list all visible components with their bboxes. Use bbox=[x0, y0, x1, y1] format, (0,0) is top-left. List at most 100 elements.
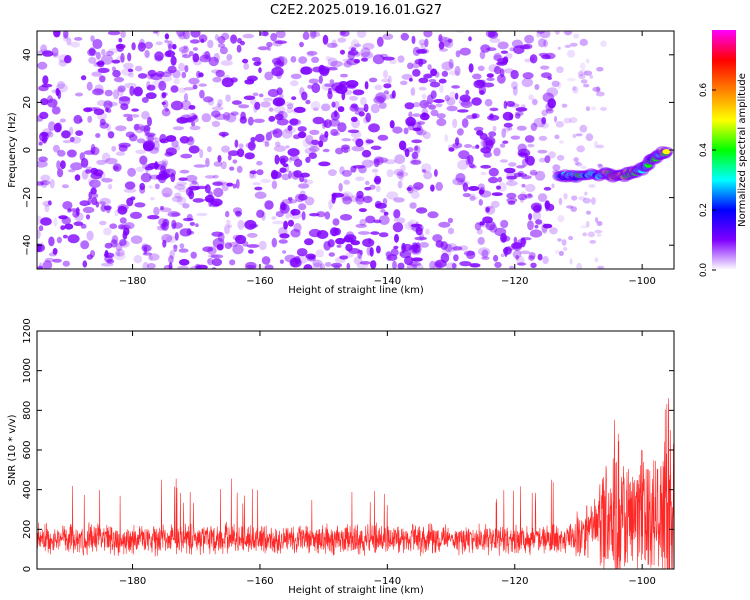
noise-cell bbox=[161, 233, 173, 243]
noise-cell bbox=[310, 31, 321, 38]
noise-cell bbox=[386, 191, 399, 200]
noise-cell bbox=[273, 145, 287, 152]
noise-cell bbox=[47, 200, 52, 206]
noise-cell bbox=[217, 43, 226, 48]
noise-cell bbox=[99, 220, 107, 226]
noise-cell bbox=[115, 151, 126, 156]
y-tick-label: 1000 bbox=[22, 358, 33, 383]
noise-cell bbox=[67, 234, 80, 244]
noise-cell bbox=[204, 175, 216, 179]
noise-cell bbox=[503, 68, 515, 74]
noise-cell bbox=[558, 197, 563, 206]
noise-cell bbox=[358, 111, 365, 117]
noise-cell bbox=[438, 34, 443, 43]
noise-cell bbox=[479, 221, 485, 226]
noise-cell bbox=[374, 200, 382, 208]
noise-cell bbox=[497, 176, 503, 183]
noise-cell bbox=[140, 172, 152, 183]
noise-cell bbox=[343, 149, 349, 154]
noise-cell bbox=[352, 89, 365, 96]
noise-cell bbox=[513, 45, 525, 55]
noise-cell bbox=[527, 143, 535, 148]
noise-cell bbox=[104, 242, 113, 249]
y-tick-label: 20 bbox=[22, 96, 33, 109]
noise-cell bbox=[492, 125, 497, 132]
noise-cell bbox=[206, 258, 211, 264]
noise-cell bbox=[254, 101, 261, 110]
x-tick-label: −140 bbox=[374, 576, 401, 587]
noise-cell bbox=[407, 184, 414, 194]
noise-cell bbox=[351, 145, 365, 152]
noise-cell bbox=[327, 57, 338, 67]
noise-cell bbox=[143, 124, 150, 135]
noise-cell bbox=[419, 99, 429, 109]
noise-cell bbox=[221, 133, 226, 138]
noise-cell bbox=[447, 217, 453, 224]
noise-cell bbox=[383, 159, 397, 165]
noise-cell bbox=[305, 134, 314, 145]
noise-cell bbox=[182, 31, 191, 40]
noise-cell bbox=[578, 74, 586, 80]
noise-cell bbox=[80, 223, 87, 229]
noise-cell bbox=[287, 219, 294, 227]
noise-cell bbox=[177, 188, 189, 193]
noise-cell bbox=[216, 243, 224, 251]
snr-series bbox=[37, 398, 674, 569]
noise-cell bbox=[310, 100, 321, 111]
noise-cell bbox=[279, 203, 290, 214]
noise-cell bbox=[499, 143, 506, 148]
noise-cell bbox=[453, 254, 459, 262]
noise-cell bbox=[271, 216, 277, 220]
noise-cell bbox=[595, 91, 605, 97]
noise-cell bbox=[188, 145, 200, 154]
noise-cell bbox=[341, 169, 352, 177]
noise-cell bbox=[389, 93, 394, 100]
noise-cell bbox=[252, 182, 261, 186]
noise-cell bbox=[485, 207, 490, 213]
noise-cell bbox=[245, 261, 257, 269]
noise-cell bbox=[204, 184, 211, 194]
noise-cell bbox=[357, 249, 363, 259]
noise-cell bbox=[181, 48, 188, 57]
noise-cell bbox=[195, 223, 199, 228]
noise-cell bbox=[473, 126, 484, 132]
noise-cell bbox=[232, 159, 238, 164]
noise-cell bbox=[421, 163, 432, 173]
noise-cell bbox=[430, 184, 435, 192]
noise-cell bbox=[481, 256, 490, 260]
noise-cell bbox=[380, 209, 386, 213]
noise-cell bbox=[207, 39, 214, 49]
noise-cell bbox=[80, 158, 89, 168]
colorbar-tick-label: 0.2 bbox=[699, 203, 709, 217]
noise-cell bbox=[370, 103, 380, 114]
noise-cell bbox=[47, 98, 58, 108]
noise-cell bbox=[57, 81, 66, 89]
noise-cell bbox=[353, 59, 361, 64]
noise-cell bbox=[556, 154, 565, 161]
noise-cell bbox=[178, 259, 190, 266]
noise-cell bbox=[254, 133, 265, 143]
noise-cell bbox=[409, 77, 413, 82]
noise-cell bbox=[370, 260, 377, 269]
noise-cell bbox=[38, 85, 49, 92]
noise-cell bbox=[600, 106, 607, 111]
noise-cell bbox=[373, 158, 380, 168]
noise-cell bbox=[365, 215, 376, 224]
noise-cell bbox=[250, 136, 256, 143]
noise-cell bbox=[96, 61, 105, 66]
noise-cell bbox=[318, 75, 323, 84]
noise-cell bbox=[369, 159, 379, 164]
noise-cell bbox=[435, 103, 443, 108]
noise-cell bbox=[392, 126, 403, 134]
noise-cell bbox=[178, 31, 186, 40]
x-tick-label: −180 bbox=[119, 276, 146, 287]
noise-cell bbox=[549, 227, 558, 235]
noise-cell bbox=[147, 73, 153, 80]
noise-cell bbox=[127, 68, 134, 73]
noise-cell bbox=[318, 161, 331, 167]
noise-cell bbox=[341, 138, 352, 142]
noise-cell bbox=[421, 108, 429, 118]
noise-cell bbox=[571, 195, 578, 201]
noise-cell bbox=[211, 120, 221, 128]
noise-cell bbox=[343, 61, 353, 67]
